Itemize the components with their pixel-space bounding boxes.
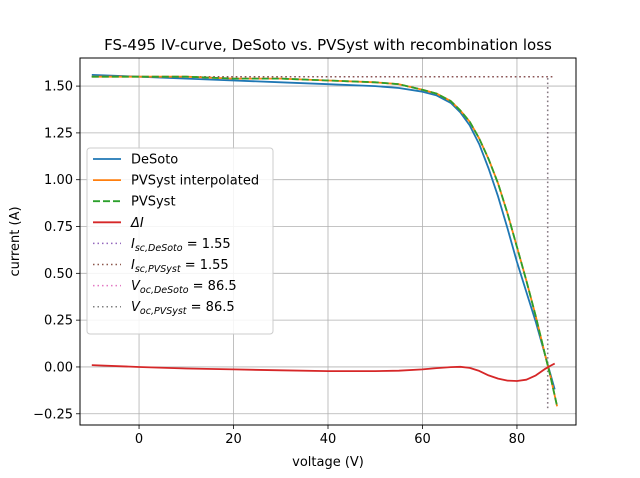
legend-label-2: PVSyst bbox=[131, 195, 176, 210]
legend-label-0: DeSoto bbox=[131, 153, 178, 168]
x-tick-label: 0 bbox=[135, 432, 143, 447]
y-tick-label: 1.50 bbox=[44, 80, 73, 95]
legend-label-3: ΔI bbox=[130, 216, 144, 231]
legend-box bbox=[86, 147, 274, 335]
y-tick-label: 1.25 bbox=[44, 126, 73, 141]
y-tick-label: 1.00 bbox=[44, 173, 73, 188]
series-line-3 bbox=[91, 362, 556, 382]
series-line-0 bbox=[91, 74, 556, 390]
series-layer bbox=[91, 74, 558, 409]
y-tick-label: 0.00 bbox=[44, 360, 73, 375]
x-tick-label: 80 bbox=[509, 432, 526, 447]
legend-label-4: Isc,DeSoto = 1.55 bbox=[131, 237, 231, 254]
x-tick-label: 60 bbox=[414, 432, 431, 447]
x-tick-label: 20 bbox=[225, 432, 242, 447]
axis-ticks: 0 20 40 60 80 −0.25 0.00 0.25 0.50 0.75 1.00 1.25 1.… bbox=[33, 80, 525, 447]
legend-label-5: Isc,PVSyst = 1.55 bbox=[131, 258, 229, 275]
y-tick-label: −0.25 bbox=[33, 407, 73, 422]
y-axis-label: current (A) bbox=[8, 206, 23, 276]
chart-title: FS-495 IV-curve, DeSoto vs. PVSyst with … bbox=[104, 36, 552, 54]
x-tick-label: 40 bbox=[320, 432, 337, 447]
legend-label-6: Voc,DeSoto = 86.5 bbox=[131, 279, 237, 296]
legend-label-1: PVSyst interpolated bbox=[131, 174, 259, 189]
series-line-2 bbox=[91, 75, 558, 407]
y-tick-label: 0.50 bbox=[44, 267, 73, 282]
legend-label-7: Voc,PVSyst = 86.5 bbox=[131, 300, 235, 317]
y-tick-label: 0.75 bbox=[44, 220, 73, 235]
x-axis-label: voltage (V) bbox=[292, 455, 364, 470]
y-tick-label: 0.25 bbox=[44, 314, 73, 329]
legend: DeSoto PVSyst interpolated PVSyst ΔI Isc,DeS… bbox=[86, 147, 274, 335]
